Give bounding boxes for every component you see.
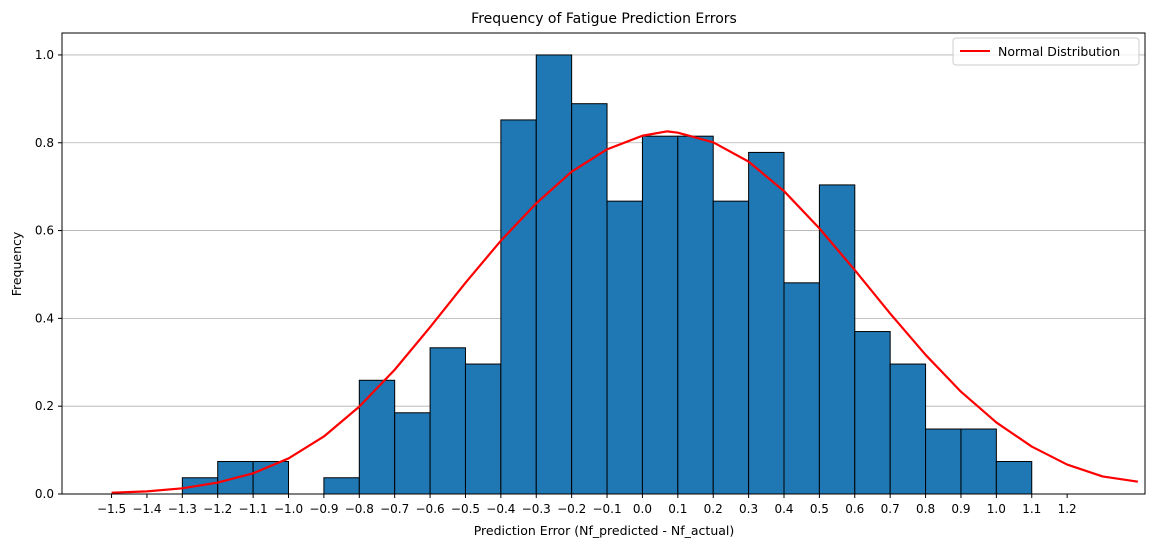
bar-15: [748, 151, 785, 495]
y-axis-label: Frequency: [9, 231, 24, 296]
x-tick-label: −1.0: [274, 502, 303, 516]
bar-7: [464, 363, 502, 495]
chart-title: Frequency of Fatigue Prediction Errors: [471, 11, 737, 27]
x-tick-label: 0.9: [951, 502, 970, 516]
x-tick-label: −0.8: [345, 502, 374, 516]
x-tick-label: 0.7: [881, 502, 900, 516]
y-tick-label: 0.8: [35, 136, 54, 150]
x-tick-label: −0.5: [451, 502, 480, 516]
bar-14: [712, 200, 750, 495]
bar-22: [995, 461, 1033, 495]
bar-20: [925, 428, 962, 495]
legend-box: [952, 37, 1140, 66]
y-tick-label: 0.6: [35, 224, 54, 238]
x-axis-ticks: −1.5 −1.4 −1.3 −1.2 −1.1 −1.0 −0.9 −0.8 −0.7 −0.6…: [97, 494, 1077, 516]
bar-3: [323, 477, 360, 495]
bar-13: [677, 135, 714, 495]
x-tick-label: 1.0: [987, 502, 1006, 516]
x-tick-label: 0.3: [739, 502, 758, 516]
x-axis-label: Prediction Error (Nf_predicted - Nf_actu…: [474, 523, 735, 538]
normal-curve-layer: [111, 130, 1139, 494]
legend-entry-normal-distribution: Normal Distribution: [998, 44, 1120, 59]
plot-frame: [61, 32, 1146, 495]
bar-8: [500, 119, 537, 495]
x-tick-label: −0.3: [522, 502, 551, 516]
bar-11: [606, 200, 643, 495]
x-tick-label: 1.1: [1022, 502, 1041, 516]
bar-17: [818, 184, 856, 495]
bar-6: [429, 347, 466, 495]
x-tick-label: −0.6: [416, 502, 445, 516]
bar-21: [960, 428, 997, 495]
x-tick-label: 0.5: [810, 502, 829, 516]
bar-5: [394, 412, 431, 495]
y-tick-label: 0.0: [35, 487, 54, 501]
y-tick-label: 1.0: [35, 48, 54, 62]
bar-9: [535, 54, 573, 495]
x-tick-label: −1.3: [168, 502, 197, 516]
x-tick-label: −0.1: [592, 502, 621, 516]
x-tick-label: −1.4: [132, 502, 161, 516]
normal-distribution-curve: [111, 130, 1139, 494]
x-tick-label: 0.0: [633, 502, 652, 516]
bar-16: [783, 282, 820, 495]
histogram-bars: [181, 54, 1033, 495]
y-tick-label: 0.4: [35, 311, 54, 325]
y-axis-ticks: 0.0 0.2 0.4 0.6 0.8 1.0: [35, 48, 62, 501]
x-tick-label: −1.1: [239, 502, 268, 516]
x-tick-label: 0.8: [916, 502, 935, 516]
x-tick-label: −1.2: [203, 502, 232, 516]
x-tick-label: 0.1: [668, 502, 687, 516]
legend: Normal Distribution: [952, 37, 1140, 66]
x-tick-label: −0.9: [309, 502, 338, 516]
x-tick-label: −1.5: [97, 502, 126, 516]
bar-4: [358, 379, 396, 495]
x-tick-label: 0.4: [774, 502, 793, 516]
bar-19: [889, 363, 927, 495]
x-tick-label: −0.7: [380, 502, 409, 516]
y-tick-label: 0.2: [35, 399, 54, 413]
x-tick-label: −0.4: [486, 502, 515, 516]
x-tick-label: −0.2: [557, 502, 586, 516]
bar-12: [641, 135, 679, 495]
x-tick-label: 0.2: [704, 502, 723, 516]
bar-18: [854, 331, 891, 495]
x-tick-label: 1.2: [1058, 502, 1077, 516]
bar-10: [571, 103, 608, 495]
x-tick-label: 0.6: [845, 502, 864, 516]
